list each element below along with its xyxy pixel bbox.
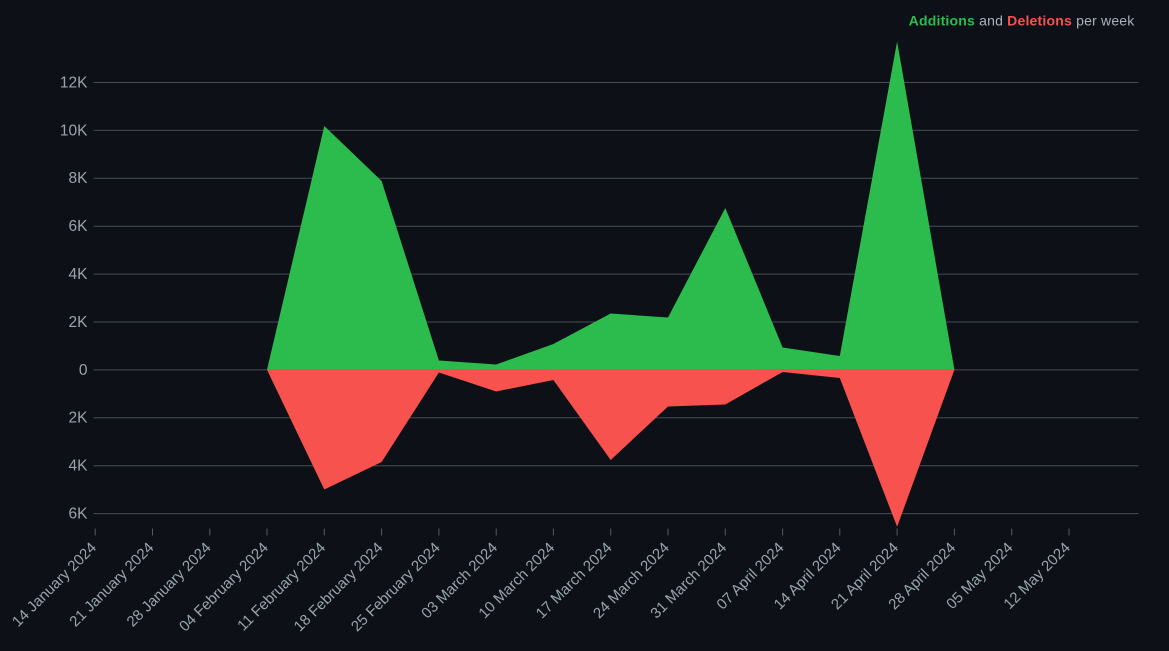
svg-text:Additions and Deletions per we: Additions and Deletions per week xyxy=(909,13,1136,29)
svg-text:6K: 6K xyxy=(69,506,89,523)
svg-text:4K: 4K xyxy=(69,458,89,475)
svg-text:10K: 10K xyxy=(60,122,88,139)
svg-text:6K: 6K xyxy=(69,218,89,235)
svg-text:4K: 4K xyxy=(69,266,89,283)
svg-text:0: 0 xyxy=(79,362,88,379)
svg-text:2K: 2K xyxy=(69,410,89,427)
svg-text:8K: 8K xyxy=(69,170,89,187)
svg-text:2K: 2K xyxy=(69,314,89,331)
svg-text:12K: 12K xyxy=(60,74,88,91)
